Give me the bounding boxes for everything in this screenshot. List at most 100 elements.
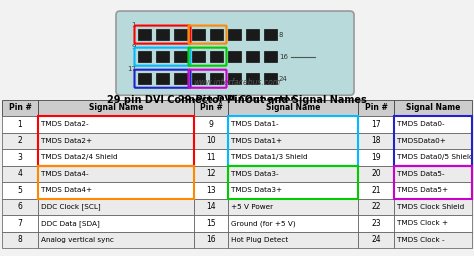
- Bar: [394, 215, 472, 231]
- Text: 24: 24: [279, 76, 288, 82]
- Bar: [194, 149, 228, 166]
- Bar: [2, 199, 38, 215]
- Bar: [394, 116, 472, 133]
- FancyBboxPatch shape: [116, 11, 354, 95]
- Bar: [192, 51, 205, 62]
- Text: 9: 9: [209, 120, 213, 129]
- Bar: [174, 51, 187, 62]
- Text: 9: 9: [131, 44, 136, 50]
- Text: 6: 6: [18, 202, 22, 211]
- Bar: [228, 166, 358, 182]
- Bar: [228, 51, 241, 62]
- Bar: [194, 133, 228, 149]
- Bar: [246, 29, 259, 40]
- Bar: [192, 73, 205, 84]
- Text: DDC Clock [SCL]: DDC Clock [SCL]: [41, 204, 100, 210]
- Bar: [38, 100, 194, 116]
- Bar: [210, 51, 223, 62]
- Bar: [394, 100, 472, 116]
- Text: 29-Pin DVI Connector: 29-Pin DVI Connector: [178, 95, 296, 105]
- Bar: [264, 29, 277, 40]
- Text: TMDS Data1-: TMDS Data1-: [231, 121, 279, 127]
- Text: TMDS Data4+: TMDS Data4+: [41, 187, 92, 193]
- Bar: [2, 100, 38, 116]
- Text: 17: 17: [127, 66, 136, 72]
- Bar: [38, 166, 194, 182]
- Bar: [38, 199, 194, 215]
- Bar: [210, 29, 223, 40]
- Text: Signal Name: Signal Name: [89, 103, 143, 112]
- Text: Analog vertical sync: Analog vertical sync: [41, 237, 114, 243]
- Bar: [394, 166, 472, 199]
- Text: 4: 4: [18, 169, 22, 178]
- Text: 17: 17: [371, 120, 381, 129]
- Bar: [38, 166, 194, 199]
- Text: TMDS Data1/3 Shield: TMDS Data1/3 Shield: [231, 154, 308, 160]
- Bar: [264, 73, 277, 84]
- Text: Ground (for +5 V): Ground (for +5 V): [231, 220, 296, 227]
- Text: TMDS Data5+: TMDS Data5+: [397, 187, 448, 193]
- Bar: [358, 182, 394, 199]
- Bar: [394, 199, 472, 215]
- Bar: [358, 100, 394, 116]
- Bar: [228, 166, 358, 199]
- Text: 3: 3: [18, 153, 22, 162]
- Text: 24: 24: [371, 235, 381, 244]
- Bar: [194, 231, 228, 248]
- Text: Signal Name: Signal Name: [266, 103, 320, 112]
- Bar: [228, 100, 358, 116]
- Text: 14: 14: [206, 202, 216, 211]
- Text: 5: 5: [18, 186, 22, 195]
- Text: 16: 16: [279, 54, 288, 60]
- Bar: [246, 51, 259, 62]
- Text: 12: 12: [206, 169, 216, 178]
- Bar: [210, 73, 223, 84]
- Bar: [264, 51, 277, 62]
- Bar: [174, 29, 187, 40]
- Text: 20: 20: [371, 169, 381, 178]
- Bar: [156, 73, 169, 84]
- Text: 29 pin DVI Connector PinOut and Signal Names: 29 pin DVI Connector PinOut and Signal N…: [107, 95, 367, 105]
- Bar: [2, 215, 38, 231]
- Bar: [138, 29, 151, 40]
- Bar: [228, 182, 358, 199]
- Text: 23: 23: [371, 219, 381, 228]
- Text: 21: 21: [371, 186, 381, 195]
- Text: 10: 10: [206, 136, 216, 145]
- Bar: [228, 199, 358, 215]
- Text: Pin #: Pin #: [200, 103, 222, 112]
- Bar: [228, 215, 358, 231]
- Bar: [2, 133, 38, 149]
- Text: 8: 8: [279, 31, 283, 38]
- Text: TMDS Clock -: TMDS Clock -: [397, 237, 445, 243]
- Text: 15: 15: [206, 219, 216, 228]
- Text: TMDS Data2+: TMDS Data2+: [41, 138, 92, 144]
- Bar: [138, 73, 151, 84]
- Bar: [38, 231, 194, 248]
- Bar: [2, 231, 38, 248]
- Text: TMDS Clock Shield: TMDS Clock Shield: [397, 204, 464, 210]
- Bar: [394, 166, 472, 182]
- Bar: [228, 116, 358, 166]
- Text: TMDS Data2/4 Shield: TMDS Data2/4 Shield: [41, 154, 118, 160]
- Text: TMDS Data3+: TMDS Data3+: [231, 187, 282, 193]
- Bar: [394, 116, 472, 166]
- Bar: [358, 215, 394, 231]
- Bar: [138, 51, 151, 62]
- Bar: [228, 231, 358, 248]
- Bar: [394, 182, 472, 199]
- Text: TMDS Data2-: TMDS Data2-: [41, 121, 89, 127]
- Text: TMDS Data5-: TMDS Data5-: [397, 171, 445, 177]
- Bar: [228, 29, 241, 40]
- Text: TMDS Data3-: TMDS Data3-: [231, 171, 279, 177]
- Bar: [38, 116, 194, 133]
- Text: Hot Plug Detect: Hot Plug Detect: [231, 237, 288, 243]
- Text: TMDSData0+: TMDSData0+: [397, 138, 446, 144]
- Text: 1: 1: [18, 120, 22, 129]
- Bar: [2, 116, 38, 133]
- Bar: [228, 149, 358, 166]
- Bar: [194, 116, 228, 133]
- Text: 7: 7: [18, 219, 22, 228]
- Bar: [228, 116, 358, 133]
- Text: 22: 22: [371, 202, 381, 211]
